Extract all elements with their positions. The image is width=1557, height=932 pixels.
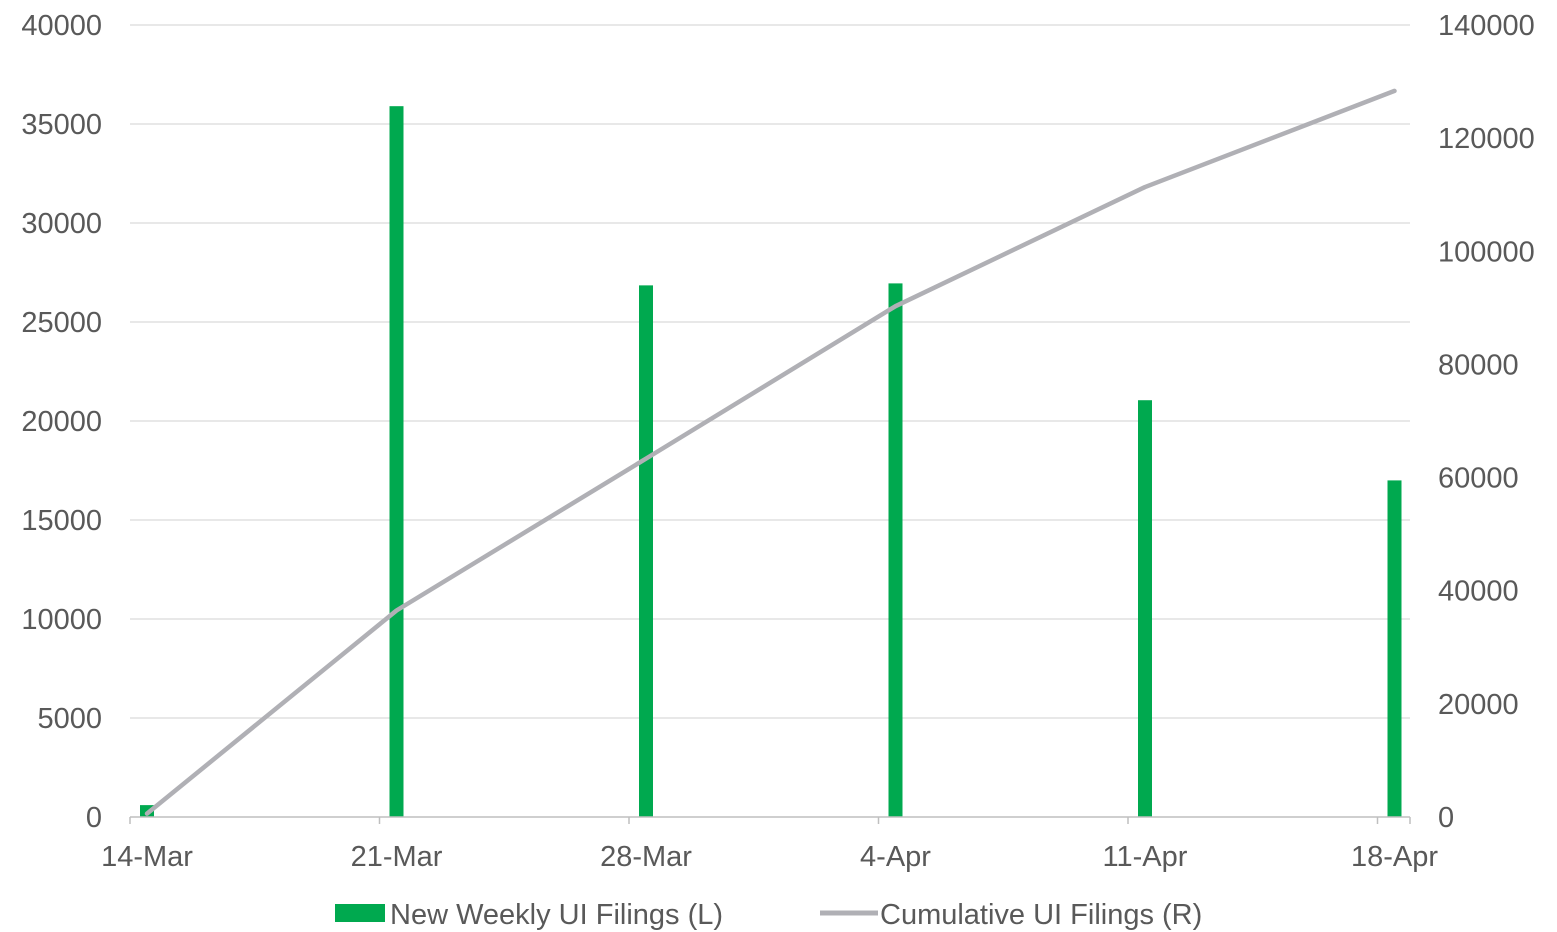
- bar-new-weekly-28-mar: [639, 285, 653, 817]
- left-y-axis-tick-labels: 0 5000 10000 15000 20000 25000 30000 35000 40000: [21, 10, 102, 834]
- bar-new-weekly-11-apr: [1138, 400, 1152, 817]
- legend: New Weekly UI Filings (L) Cumulative UI …: [335, 899, 1202, 931]
- left-y-tick-label: 15000: [21, 505, 102, 537]
- x-tick-label: 11-Apr: [1103, 841, 1188, 873]
- line-series: [144, 88, 1397, 816]
- bar-new-weekly-21-mar: [389, 106, 404, 818]
- bar-new-weekly-18-apr: [1387, 480, 1402, 817]
- right-y-tick-label: 40000: [1438, 576, 1519, 608]
- right-y-tick-label: 120000: [1438, 123, 1535, 155]
- x-tick-label: 4-Apr: [860, 841, 931, 873]
- bar-new-weekly-4-apr: [888, 283, 903, 817]
- left-y-tick-label: 35000: [21, 109, 102, 141]
- left-y-tick-label: 40000: [21, 10, 102, 42]
- left-y-tick-label: 20000: [21, 406, 102, 438]
- left-y-tick-label: 5000: [37, 703, 102, 735]
- x-axis-tick-labels: 14-Mar 21-Mar 28-Mar 4-Apr 11-Apr 18-Apr: [101, 841, 1438, 873]
- left-y-tick-label: 30000: [21, 208, 102, 240]
- legend-label-cumulative: Cumulative UI Filings (R): [880, 899, 1202, 931]
- x-tick-label: 28-Mar: [600, 841, 692, 873]
- left-y-tick-label: 25000: [21, 307, 102, 339]
- x-tick-label: 21-Mar: [351, 841, 443, 873]
- x-tick-label: 18-Apr: [1351, 841, 1438, 873]
- left-y-tick-label: 0: [86, 802, 102, 834]
- line-cumulative: [144, 88, 1397, 816]
- legend-label-new-weekly: New Weekly UI Filings (L): [390, 899, 723, 931]
- x-tick-label: 14-Mar: [101, 841, 193, 873]
- right-y-tick-label: 80000: [1438, 349, 1519, 381]
- bar-series: [140, 106, 1402, 818]
- right-y-axis-tick-labels: 0 20000 40000 60000 80000 100000 120000 140000: [1438, 10, 1535, 834]
- right-y-tick-label: 0: [1438, 802, 1454, 834]
- right-y-tick-label: 100000: [1438, 236, 1535, 268]
- right-y-tick-label: 20000: [1438, 689, 1519, 721]
- gridlines: [130, 24, 1410, 719]
- axes: [129, 816, 1411, 824]
- right-y-tick-label: 60000: [1438, 463, 1519, 495]
- left-y-tick-label: 10000: [21, 604, 102, 636]
- right-y-tick-label: 140000: [1438, 10, 1535, 42]
- legend-swatch-new-weekly: [335, 904, 385, 922]
